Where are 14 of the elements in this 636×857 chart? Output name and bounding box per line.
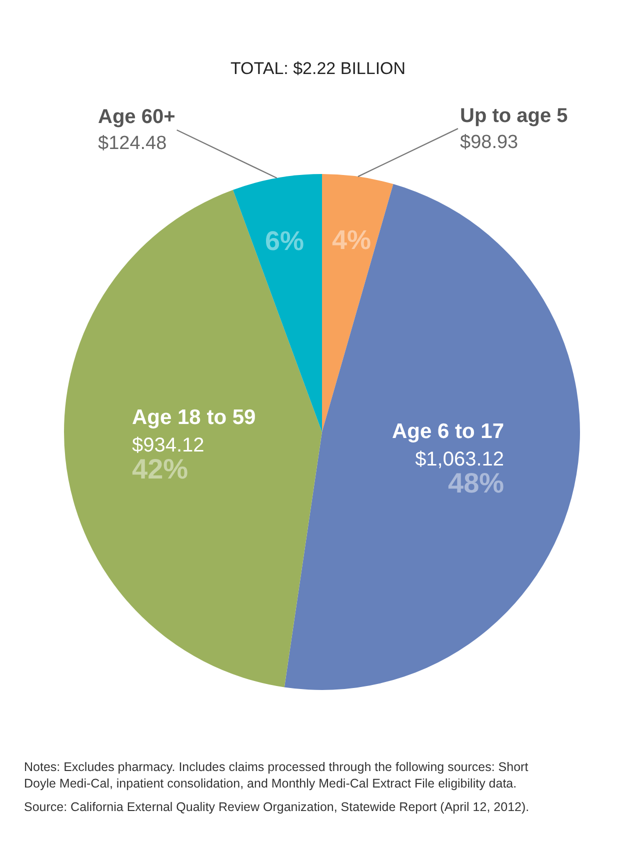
slice-label: Age 6 to 17: [392, 420, 504, 443]
pie-slice: [232, 174, 322, 432]
text: $98.93 4%: [332, 132, 518, 255]
text: $124.48 6%: [98, 133, 304, 256]
chart-title: TOTAL: $2.22 BILLION: [230, 58, 406, 78]
data-label: $934.12 42%: [132, 434, 204, 485]
slice-label: Up to age 5: [460, 105, 568, 127]
text: Notes: Excludes pharmacy. Includes claims processed through the following sources: Short Doyle Medi-Cal, inpatient consolidation, and Monthly Medi-Cal Extract File eligibility data.: [24, 760, 529, 790]
pie-slice: [64, 190, 322, 688]
data-label: $1,063.12 48%: [415, 448, 504, 499]
slice-label: Age 60+: [98, 106, 176, 128]
source-note: Source: California External Quality Review Organization, Statewide Report (April 12, 2012).: [24, 800, 530, 814]
slice-label: Age 18 to 59: [132, 406, 256, 429]
pie-slice: [322, 174, 394, 432]
